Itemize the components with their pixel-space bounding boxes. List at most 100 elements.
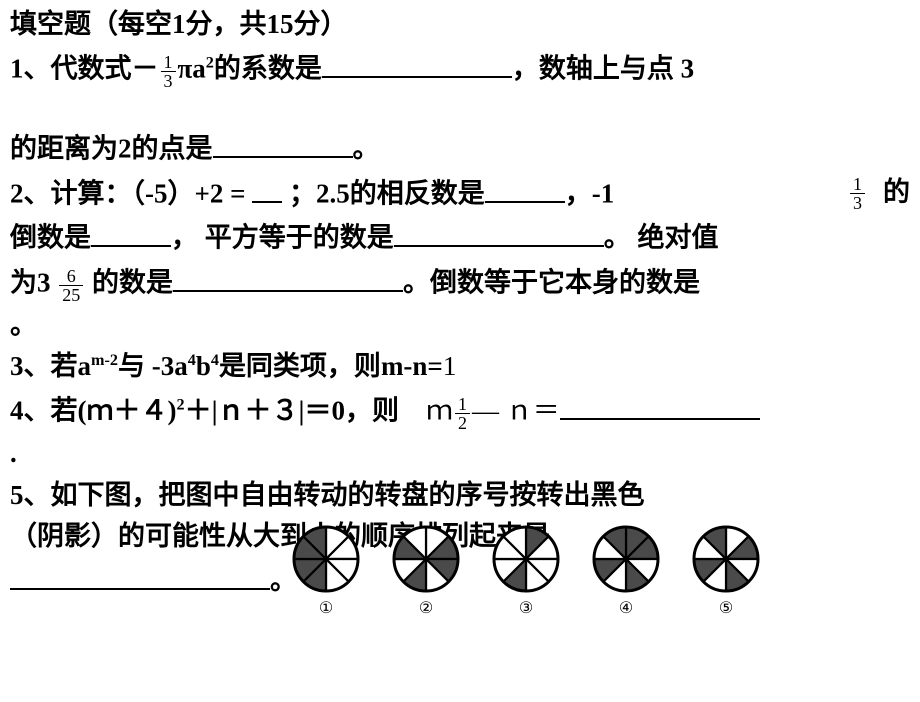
q5-l1: 如下图，把图中自由转动的转盘的序号按转出黑色	[51, 480, 645, 510]
q1-part1d: ，数轴上与点	[512, 54, 681, 84]
q3-t2b: b	[196, 351, 211, 381]
q3-exp4b: 4	[211, 351, 219, 369]
q2-l3a: 为	[10, 268, 37, 298]
q1-exp1: 2	[206, 54, 214, 72]
q3-one: 1	[443, 351, 457, 381]
spinner-1: ①	[290, 523, 362, 622]
q1-pi-a: πa	[178, 54, 206, 84]
q1-label: 1、	[10, 54, 51, 84]
q4-dashn: — ｎ＝	[472, 396, 560, 426]
spinner-label-3: ③	[490, 597, 562, 622]
frac-num: 1	[850, 175, 865, 193]
spinner-4: ④	[590, 523, 662, 622]
q2-d: 的相反数是	[350, 179, 485, 209]
hdr-c: 分，共	[186, 9, 267, 39]
frac-den: 3	[161, 71, 176, 90]
q3-b: 与	[118, 351, 152, 381]
q3-c: 是同类项，则	[219, 351, 381, 381]
q1-part1c: 的系数是	[214, 54, 322, 84]
q2-plus2: +2 =	[195, 179, 246, 209]
q2-l3b: 的数是	[92, 268, 173, 298]
q2-line4: 。	[10, 305, 910, 347]
q1-gap	[10, 90, 910, 126]
q2-bold3b: 3	[37, 268, 51, 298]
q4-frac-1-2: 12	[455, 395, 470, 432]
q1-line2: 的距离为2的点是 。	[10, 126, 910, 171]
q3-a: 若	[51, 351, 78, 381]
q2-blank-abs[interactable]	[173, 260, 403, 292]
frac-num: 6	[59, 267, 83, 285]
q1-line1: 1、代数式－13πa2的系数是，数轴上与点 3	[10, 46, 910, 91]
q4-abs: |ｎ＋３|	[212, 396, 305, 426]
q2-line1: 2、计算：（-5）+2 = ；2.5的相反数是，-1 13 的	[10, 171, 910, 216]
q4-comma: ，则	[345, 396, 426, 426]
q4-m: ｍ	[426, 396, 453, 426]
q4-sq: 2	[176, 396, 184, 414]
frac-den: 2	[455, 413, 470, 432]
q2-blank-sq[interactable]	[394, 215, 604, 247]
frac-num: 1	[455, 395, 470, 413]
spinners-figure: ① ② ③ ④ ⑤	[290, 523, 762, 622]
frac-num: 1	[161, 53, 176, 71]
q3-t2a: -3a	[152, 351, 188, 381]
q2-blank-short[interactable]	[252, 171, 282, 203]
hdr-d: 15	[267, 9, 294, 39]
q2-l2a: 倒数是	[10, 223, 91, 253]
q4-expr1: (ｍ＋４)	[78, 396, 177, 426]
q2-neg1: -1	[592, 179, 615, 209]
q2-a: 计算：（	[51, 179, 146, 209]
q2-line2: 倒数是， 平方等于的数是。 绝对值	[10, 215, 910, 260]
q2-blank-recip[interactable]	[91, 215, 171, 247]
q5-label: 5、	[10, 480, 51, 510]
q1-part1a: 代数式－	[51, 54, 159, 84]
q4-blank[interactable]	[560, 388, 760, 420]
spinner-2: ②	[390, 523, 462, 622]
q4-a: 若	[51, 396, 78, 426]
q2-frac-1-3: 13	[850, 175, 865, 212]
q1-part2b: 的点是	[132, 134, 213, 164]
q4-eq0: ＝	[304, 396, 331, 426]
q3-d: m-n=	[381, 351, 443, 381]
q2-l3c: 。倒数等于它本身的数是	[403, 268, 700, 298]
q1-blank2[interactable]	[213, 126, 353, 158]
q4-plus: ＋	[185, 396, 212, 426]
q1-part2a: 的距离为	[10, 134, 118, 164]
hdr-b: 1	[172, 9, 186, 39]
q1-frac-coef: 13	[161, 53, 176, 90]
q2-c: ；	[289, 179, 316, 209]
q3-t1a: a	[78, 351, 92, 381]
spinner-label-2: ②	[390, 597, 462, 622]
q1-blank1[interactable]	[322, 46, 512, 78]
q2-l2c: 。 绝对值	[604, 223, 719, 253]
section-header: 填空题（每空1分，共15分）	[10, 4, 910, 46]
q5-blank[interactable]	[10, 558, 270, 590]
q1-bold3: 3	[681, 54, 695, 84]
q1-part2c: 。	[353, 134, 380, 164]
q3-line: 3、若am-2与 -3a4b4是同类项，则m-n=1	[10, 346, 910, 388]
q2-e: ，	[565, 179, 592, 209]
q5-line1: 5、如下图，把图中自由转动的转盘的序号按转出黑色	[10, 475, 910, 517]
frac-den: 3	[850, 193, 865, 212]
q4-line: 4、若(ｍ＋４)2＋|ｎ＋３|＝0，则 ｍ12— ｎ＝	[10, 388, 910, 433]
q4-zero: 0	[331, 396, 345, 426]
q1-bold2: 2	[118, 134, 132, 164]
q2-frac-6-25: 625	[59, 267, 83, 304]
q2-two5: 2.5	[316, 179, 350, 209]
spinner-label-1: ①	[290, 597, 362, 622]
q4-dot: .	[10, 433, 910, 475]
q3-exp-m2: m-2	[91, 351, 118, 369]
worksheet-page: 填空题（每空1分，共15分） 1、代数式－13πa2的系数是，数轴上与点 3 的…	[0, 0, 920, 702]
q4-label: 4、	[10, 396, 51, 426]
hdr-e: 分）	[294, 9, 348, 39]
q2-label: 2、	[10, 179, 51, 209]
hdr-a: 填空题（每空	[10, 9, 172, 39]
spinner-label-4: ④	[590, 597, 662, 622]
q2-line3: 为3 625 的数是 。倒数等于它本身的数是	[10, 260, 910, 305]
q3-exp4a: 4	[188, 351, 196, 369]
spinner-3: ③	[490, 523, 562, 622]
q2-blank-opp[interactable]	[485, 171, 565, 203]
spinner-5: ⑤	[690, 523, 762, 622]
spinner-label-5: ⑤	[690, 597, 762, 622]
q2-neg5: -5	[145, 179, 168, 209]
q2-f: 的	[883, 172, 910, 214]
